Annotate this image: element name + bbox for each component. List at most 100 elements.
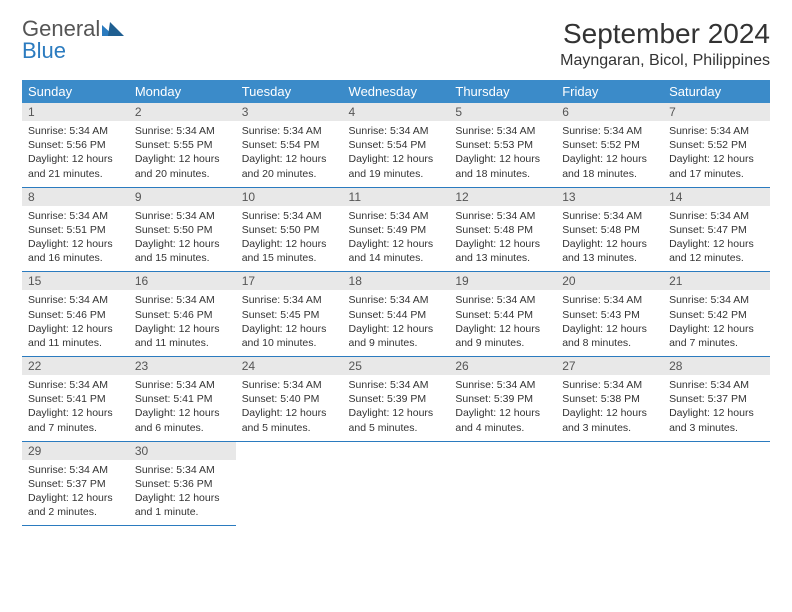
weekday-header: Friday xyxy=(556,80,663,103)
sunset-text: Sunset: 5:44 PM xyxy=(455,308,550,322)
day-data: Sunrise: 5:34 AMSunset: 5:37 PMDaylight:… xyxy=(663,375,770,441)
calendar-day-cell: 5Sunrise: 5:34 AMSunset: 5:53 PMDaylight… xyxy=(449,103,556,187)
weekday-header: Sunday xyxy=(22,80,129,103)
daylight-text: Daylight: 12 hours and 4 minutes. xyxy=(455,406,550,434)
weekday-header: Wednesday xyxy=(343,80,450,103)
sunrise-text: Sunrise: 5:34 AM xyxy=(455,209,550,223)
day-data: Sunrise: 5:34 AMSunset: 5:44 PMDaylight:… xyxy=(343,290,450,356)
sunrise-text: Sunrise: 5:34 AM xyxy=(242,209,337,223)
calendar-day-cell: 18Sunrise: 5:34 AMSunset: 5:44 PMDayligh… xyxy=(343,272,450,357)
sunrise-text: Sunrise: 5:34 AM xyxy=(28,209,123,223)
sunset-text: Sunset: 5:39 PM xyxy=(455,392,550,406)
daylight-text: Daylight: 12 hours and 15 minutes. xyxy=(242,237,337,265)
calendar-day-cell xyxy=(343,441,450,526)
sunrise-text: Sunrise: 5:34 AM xyxy=(28,463,123,477)
day-number: 13 xyxy=(556,188,663,206)
daylight-text: Daylight: 12 hours and 13 minutes. xyxy=(455,237,550,265)
calendar-day-cell: 29Sunrise: 5:34 AMSunset: 5:37 PMDayligh… xyxy=(22,441,129,526)
sunset-text: Sunset: 5:44 PM xyxy=(349,308,444,322)
calendar-day-cell: 1 Sunrise: 5:34 AMSunset: 5:56 PMDaylight… xyxy=(22,103,129,187)
day-data: Sunrise: 5:34 AMSunset: 5:39 PMDaylight:… xyxy=(449,375,556,441)
day-data: Sunrise: 5:34 AMSunset: 5:36 PMDaylight:… xyxy=(129,460,236,526)
day-number: 3 xyxy=(236,103,343,121)
day-data: Sunrise: 5:34 AMSunset: 5:45 PMDaylight:… xyxy=(236,290,343,356)
calendar-day-cell: 12Sunrise: 5:34 AMSunset: 5:48 PMDayligh… xyxy=(449,187,556,272)
sunset-text: Sunset: 5:52 PM xyxy=(562,138,657,152)
daylight-text: Daylight: 12 hours and 14 minutes. xyxy=(349,237,444,265)
brand-logo: GeneralBlue xyxy=(22,18,124,62)
daylight-text: Daylight: 12 hours and 17 minutes. xyxy=(669,152,764,180)
calendar-day-cell: 7Sunrise: 5:34 AMSunset: 5:52 PMDaylight… xyxy=(663,103,770,187)
weekday-header-row: SundayMondayTuesdayWednesdayThursdayFrid… xyxy=(22,80,770,103)
sunrise-text: Sunrise: 5:34 AM xyxy=(562,293,657,307)
sunrise-text: Sunrise: 5:34 AM xyxy=(135,378,230,392)
day-number: 19 xyxy=(449,272,556,290)
daylight-text: Daylight: 12 hours and 5 minutes. xyxy=(349,406,444,434)
day-data: Sunrise: 5:34 AMSunset: 5:50 PMDaylight:… xyxy=(236,206,343,272)
daylight-text: Daylight: 12 hours and 9 minutes. xyxy=(455,322,550,350)
day-number: 20 xyxy=(556,272,663,290)
calendar-day-cell: 30Sunrise: 5:34 AMSunset: 5:36 PMDayligh… xyxy=(129,441,236,526)
calendar-table: SundayMondayTuesdayWednesdayThursdayFrid… xyxy=(22,80,770,526)
calendar-week-row: 15Sunrise: 5:34 AMSunset: 5:46 PMDayligh… xyxy=(22,272,770,357)
daylight-text: Daylight: 12 hours and 6 minutes. xyxy=(135,406,230,434)
calendar-day-cell: 16Sunrise: 5:34 AMSunset: 5:46 PMDayligh… xyxy=(129,272,236,357)
sunrise-text: Sunrise: 5:34 AM xyxy=(28,378,123,392)
sunrise-text: Sunrise: 5:34 AM xyxy=(349,293,444,307)
sunset-text: Sunset: 5:45 PM xyxy=(242,308,337,322)
sunrise-text: Sunrise: 5:34 AM xyxy=(135,293,230,307)
day-data: Sunrise: 5:34 AMSunset: 5:50 PMDaylight:… xyxy=(129,206,236,272)
sunset-text: Sunset: 5:36 PM xyxy=(135,477,230,491)
day-number: 30 xyxy=(129,442,236,460)
day-number: 5 xyxy=(449,103,556,121)
brand-word2: Blue xyxy=(22,38,66,63)
daylight-text: Daylight: 12 hours and 12 minutes. xyxy=(669,237,764,265)
sunset-text: Sunset: 5:41 PM xyxy=(135,392,230,406)
calendar-day-cell: 28Sunrise: 5:34 AMSunset: 5:37 PMDayligh… xyxy=(663,357,770,442)
calendar-day-cell: 25Sunrise: 5:34 AMSunset: 5:39 PMDayligh… xyxy=(343,357,450,442)
calendar-day-cell: 10Sunrise: 5:34 AMSunset: 5:50 PMDayligh… xyxy=(236,187,343,272)
day-data: Sunrise: 5:34 AMSunset: 5:55 PMDaylight:… xyxy=(129,121,236,187)
calendar-week-row: 1Sunrise: 5:34 AMSunset: 5:56 PMDaylight… xyxy=(22,103,770,187)
sunset-text: Sunset: 5:37 PM xyxy=(28,477,123,491)
weekday-header: Thursday xyxy=(449,80,556,103)
day-number: 4 xyxy=(343,103,450,121)
calendar-day-cell: 4Sunrise: 5:34 AMSunset: 5:54 PMDaylight… xyxy=(343,103,450,187)
calendar-day-cell: 26Sunrise: 5:34 AMSunset: 5:39 PMDayligh… xyxy=(449,357,556,442)
calendar-day-cell: 6Sunrise: 5:34 AMSunset: 5:52 PMDaylight… xyxy=(556,103,663,187)
day-number: 28 xyxy=(663,357,770,375)
daylight-text: Daylight: 12 hours and 11 minutes. xyxy=(28,322,123,350)
daylight-text: Daylight: 12 hours and 18 minutes. xyxy=(562,152,657,180)
day-number: 10 xyxy=(236,188,343,206)
calendar-day-cell xyxy=(556,441,663,526)
sunset-text: Sunset: 5:50 PM xyxy=(242,223,337,237)
daylight-text: Daylight: 12 hours and 13 minutes. xyxy=(562,237,657,265)
sunrise-text: Sunrise: 5:34 AM xyxy=(349,209,444,223)
sunset-text: Sunset: 5:56 PM xyxy=(28,138,123,152)
day-number: 16 xyxy=(129,272,236,290)
sunset-text: Sunset: 5:51 PM xyxy=(28,223,123,237)
sunset-text: Sunset: 5:42 PM xyxy=(669,308,764,322)
sunset-text: Sunset: 5:46 PM xyxy=(135,308,230,322)
sunrise-text: Sunrise: 5:34 AM xyxy=(455,378,550,392)
day-number: 8 xyxy=(22,188,129,206)
triangle-icon xyxy=(102,18,124,40)
daylight-text: Daylight: 12 hours and 7 minutes. xyxy=(28,406,123,434)
calendar-day-cell xyxy=(449,441,556,526)
day-data: Sunrise: 5:34 AMSunset: 5:46 PMDaylight:… xyxy=(129,290,236,356)
day-number: 1 xyxy=(22,103,129,121)
day-number: 29 xyxy=(22,442,129,460)
daylight-text: Daylight: 12 hours and 21 minutes. xyxy=(28,152,123,180)
daylight-text: Daylight: 12 hours and 18 minutes. xyxy=(455,152,550,180)
sunrise-text: Sunrise: 5:34 AM xyxy=(455,293,550,307)
sunrise-text: Sunrise: 5:34 AM xyxy=(562,378,657,392)
sunrise-text: Sunrise: 5:34 AM xyxy=(28,124,123,138)
calendar-day-cell: 27Sunrise: 5:34 AMSunset: 5:38 PMDayligh… xyxy=(556,357,663,442)
sunrise-text: Sunrise: 5:34 AM xyxy=(562,209,657,223)
location-text: Mayngaran, Bicol, Philippines xyxy=(560,52,770,70)
month-title: September 2024 xyxy=(560,18,770,50)
day-number: 15 xyxy=(22,272,129,290)
daylight-text: Daylight: 12 hours and 10 minutes. xyxy=(242,322,337,350)
calendar-day-cell: 14Sunrise: 5:34 AMSunset: 5:47 PMDayligh… xyxy=(663,187,770,272)
sunset-text: Sunset: 5:50 PM xyxy=(135,223,230,237)
